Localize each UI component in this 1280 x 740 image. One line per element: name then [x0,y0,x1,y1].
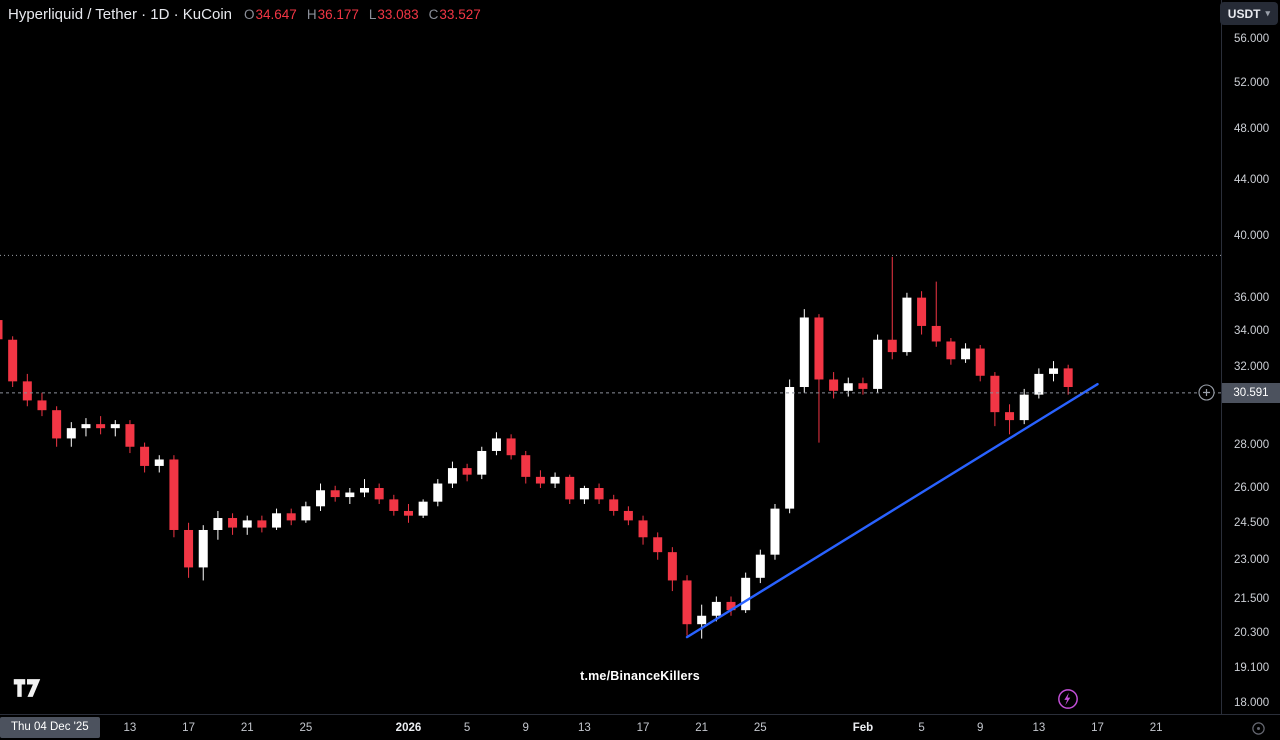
time-axis-label: 5 [463,722,471,734]
chart-pane[interactable]: Hyperliquid / Tether · 1D · KuCoin O 34.6… [0,0,1221,714]
ohlc-open: O 34.647 [244,7,297,22]
ohlc-values: O 34.647 H 36.177 L 33.083 C 33.527 [244,7,481,22]
lightning-circle [1058,689,1078,709]
close-label: C [428,7,439,22]
ohlc-low: L 33.083 [369,7,419,22]
price-axis[interactable]: USDT ▾ 30.591 56.000 52.000 48.000 44.000 40… [1219,0,1280,714]
price-axis-label: 40.000 [1234,230,1270,242]
time-axis-label: 21 [695,722,709,734]
axis-settings-icon[interactable] [1251,721,1266,736]
crosshair-price-badge: 30.591 [1222,382,1280,403]
ohlc-close: C 33.527 [429,7,481,22]
low-value: 33.083 [377,7,419,22]
watermark-text: t.me/BinanceKillers [580,669,700,683]
price-axis-label: 20.300 [1234,626,1270,639]
price-axis-label: 28.000 [1234,438,1270,451]
price-axis-label: 23.000 [1234,553,1270,566]
price-axis-label: 26.000 [1234,482,1270,494]
plus-circle-icon[interactable] [1198,384,1215,401]
time-axis-label: 2026 [395,722,422,734]
price-axis-label: 32.000 [1234,360,1270,373]
crosshair-date-badge: Thu 04 Dec '25 [0,717,100,738]
price-axis-label: 44.000 [1234,174,1270,187]
high-label: H [306,7,317,22]
price-axis-label: 34.000 [1234,325,1270,338]
time-axis-label: Feb [852,722,874,734]
close-value: 33.527 [439,7,481,22]
open-label: O [244,7,255,22]
price-axis-label: 18.000 [1234,697,1270,710]
time-axis[interactable]: Thu 04 Dec '25 13 17 21 25 2026 5 9 13 17 21 25 Feb… [0,714,1280,740]
time-axis-label: 9 [522,722,529,734]
time-axis-label: 13 [123,722,137,734]
lightning-bolt-icon[interactable] [1057,688,1079,710]
time-axis-label: 17 [636,722,650,734]
time-axis-label: 25 [753,722,767,734]
time-axis-label: 17 [182,722,195,734]
tradingview-logo[interactable] [12,676,42,700]
symbol-legend: Hyperliquid / Tether · 1D · KuCoin O 34.6… [8,6,481,23]
price-axis-label: 21.500 [1234,593,1270,606]
time-axis-label: 17 [1091,722,1104,734]
time-axis-label: 21 [1149,722,1163,734]
price-axis-label: 52.000 [1234,76,1270,89]
currency-label: USDT [1227,6,1261,21]
chevron-down-icon: ▾ [1265,8,1270,18]
candlestick-chart[interactable] [0,0,1221,714]
time-axis-label: 5 [918,722,925,734]
price-axis-label: 19.100 [1234,662,1270,675]
open-value: 34.647 [255,7,297,22]
price-axis-label: 36.000 [1234,291,1270,304]
symbol-title[interactable]: Hyperliquid / Tether · 1D · KuCoin [8,6,232,23]
currency-selector-button[interactable]: USDT ▾ [1219,2,1278,25]
ohlc-high: H 36.177 [307,7,359,22]
price-axis-label: 24.500 [1234,516,1270,529]
time-axis-label: 9 [977,722,984,734]
low-label: L [368,7,377,22]
time-axis-label: 21 [240,722,254,734]
time-axis-label: 25 [299,722,313,734]
time-axis-label: 13 [577,722,591,734]
time-axis-label: 13 [1032,722,1046,734]
price-axis-label: 56.000 [1234,33,1270,46]
price-axis-label: 48.000 [1234,123,1270,136]
high-value: 36.177 [317,7,359,22]
lightning-glyph [1064,692,1071,706]
